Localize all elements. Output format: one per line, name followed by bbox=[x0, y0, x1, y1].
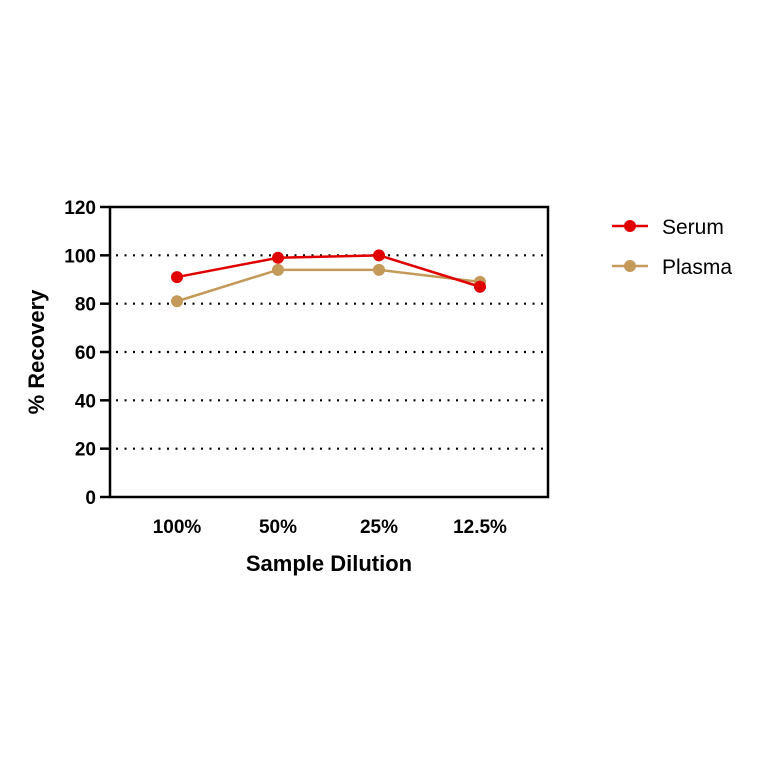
legend-label: Serum bbox=[662, 216, 724, 239]
data-point bbox=[373, 263, 385, 276]
y-axis-ticks: 0 20 40 60 80 100 120 bbox=[64, 198, 110, 509]
y-tick-label: 20 bbox=[75, 440, 96, 461]
legend-marker bbox=[624, 260, 636, 272]
x-tick-label: 50% bbox=[259, 517, 297, 538]
y-tick-label: 0 bbox=[85, 488, 96, 509]
data-point bbox=[171, 271, 183, 284]
x-tick-label: 12.5% bbox=[453, 517, 507, 538]
series-group bbox=[171, 249, 486, 308]
x-axis-ticks: 100% 50% 25% 12.5% bbox=[153, 517, 507, 538]
data-point bbox=[373, 249, 385, 262]
series-line bbox=[176, 254, 481, 288]
data-point bbox=[272, 263, 284, 276]
plot-frame bbox=[108, 205, 550, 499]
data-point bbox=[474, 280, 486, 293]
legend-marker bbox=[624, 220, 636, 232]
x-tick-label: 25% bbox=[360, 517, 398, 538]
y-tick-label: 120 bbox=[64, 198, 96, 219]
x-tick-label: 100% bbox=[153, 517, 202, 538]
series-serum bbox=[171, 249, 486, 293]
series-line bbox=[176, 268, 481, 303]
y-tick-label: 40 bbox=[75, 391, 96, 412]
data-point bbox=[272, 251, 284, 264]
y-axis-label: % Recovery bbox=[24, 289, 49, 415]
y-tick-label: 80 bbox=[75, 295, 96, 316]
x-axis-label: Sample Dilution bbox=[246, 551, 412, 576]
legend: Serum Plasma bbox=[612, 216, 732, 279]
y-tick-label: 100 bbox=[64, 246, 96, 267]
legend-item-plasma: Plasma bbox=[612, 256, 732, 279]
data-point bbox=[171, 295, 183, 308]
legend-label: Plasma bbox=[662, 256, 732, 279]
legend-item-serum: Serum bbox=[612, 216, 724, 239]
series-plasma bbox=[171, 263, 486, 308]
y-tick-label: 60 bbox=[75, 343, 96, 364]
